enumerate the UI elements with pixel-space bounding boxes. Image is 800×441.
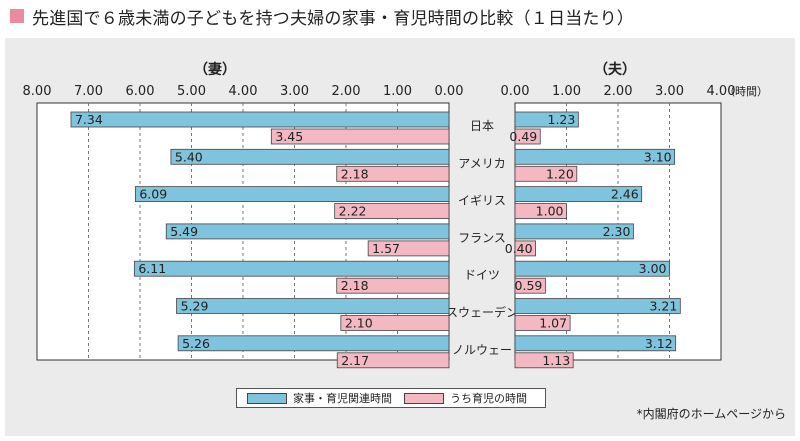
wife-tick-label: 6.00 [126, 84, 155, 99]
husband-value-label-childcare-cat5: 1.07 [539, 316, 567, 331]
wife-bar-childcare-cat3 [367, 240, 450, 257]
husband-bar-total-cat4 [514, 260, 670, 277]
husband-value-label-total-cat3: 2.30 [603, 224, 631, 239]
wife-value-label-total-cat2: 6.09 [139, 187, 167, 202]
husband-value-label-childcare-cat0: 0.49 [509, 129, 537, 144]
wife-tick-label: 7.00 [74, 84, 103, 99]
husband-bar-total-cat3 [514, 223, 634, 240]
husband-tick-label: 0.00 [501, 84, 530, 99]
wife-bar-total-cat2 [134, 186, 450, 203]
legend-item-childcare: うち育児の時間 [404, 390, 527, 406]
legend-swatch-total [247, 392, 287, 404]
husband-panel-label: （夫） [594, 61, 636, 78]
husband-value-label-total-cat6: 3.12 [645, 336, 673, 351]
wife-bar-childcare-cat5 [340, 315, 450, 331]
wife-bar-total-cat5 [176, 298, 450, 314]
wife-tick-label: 4.00 [229, 84, 258, 99]
title-square-marker [10, 9, 24, 23]
wife-value-label-childcare-cat4: 2.18 [341, 278, 369, 293]
wife-value-label-childcare-cat6: 2.17 [341, 353, 369, 368]
wife-value-label-childcare-cat1: 2.18 [341, 166, 369, 181]
wife-value-label-childcare-cat3: 1.57 [372, 241, 400, 256]
husband-value-label-total-cat5: 3.21 [649, 299, 677, 314]
husband-value-label-childcare-cat3: 0.40 [505, 241, 533, 256]
wife-tick-label: 0.00 [435, 84, 464, 99]
husband-value-label-total-cat2: 2.46 [611, 187, 639, 202]
husband-bar-childcare-cat5 [514, 315, 571, 331]
husband-value-label-total-cat0: 1.23 [548, 112, 576, 127]
husband-bar-total-cat2 [514, 186, 643, 203]
category-label-cat5: スウェーデン [446, 305, 518, 320]
wife-tick-label: 8.00 [23, 84, 52, 99]
wife-bar-total-cat0 [70, 111, 450, 128]
husband-bar-childcare-cat1 [514, 165, 578, 182]
husband-unit-label: （時間） [724, 85, 768, 98]
husband-bar-childcare-cat4 [514, 277, 546, 294]
wife-bar-total-cat6 [177, 335, 450, 352]
husband-value-label-childcare-cat4: 0.59 [515, 278, 543, 293]
chart-legend: 家事・育児関連時間 うち育児の時間 [236, 388, 546, 408]
husband-tick-label: 1.00 [552, 84, 581, 99]
wife-bar-childcare-cat4 [336, 277, 450, 294]
wife-bar-total-cat3 [165, 223, 450, 240]
husband-value-label-childcare-cat2: 1.00 [536, 204, 564, 219]
category-label-cat6: ノルウェー [452, 343, 512, 357]
chart-title: 先進国で６歳未満の子どもを持つ夫婦の家事・育児時間の比較（１日当たり） [10, 4, 634, 29]
wife-tick-label: 1.00 [383, 84, 412, 99]
category-label-cat0: 日本 [470, 119, 494, 133]
wife-bar-total-cat1 [170, 148, 450, 165]
husband-value-label-childcare-cat1: 1.20 [546, 166, 574, 181]
chart-title-text: 先進国で６歳未満の子どもを持つ夫婦の家事・育児時間の比較（１日当たり） [32, 8, 634, 29]
husband-value-label-childcare-cat6: 1.13 [542, 353, 570, 368]
wife-bar-childcare-cat0 [270, 128, 450, 145]
wife-value-label-total-cat0: 7.34 [75, 112, 103, 127]
category-label-cat3: フランス [458, 231, 506, 245]
wife-tick-label: 2.00 [332, 84, 361, 99]
husband-bar-childcare-cat2 [514, 203, 567, 220]
husband-bar-childcare-cat3 [514, 240, 537, 257]
wife-value-label-childcare-cat2: 2.22 [339, 204, 367, 219]
wife-value-label-total-cat5: 5.29 [181, 299, 209, 314]
wife-value-label-total-cat4: 6.11 [138, 261, 166, 276]
husband-tick-label: 4.00 [707, 84, 736, 99]
husband-tick-label: 2.00 [604, 84, 633, 99]
legend-label-childcare: うち育児の時間 [450, 392, 527, 405]
wife-value-label-childcare-cat0: 3.45 [275, 129, 303, 144]
wife-tick-label: 3.00 [280, 84, 309, 99]
category-label-cat1: アメリカ [458, 156, 505, 170]
husband-bar-total-cat0 [514, 111, 579, 128]
wife-bar-childcare-cat6 [336, 352, 450, 369]
wife-value-label-total-cat3: 5.49 [170, 224, 198, 239]
wife-bar-childcare-cat2 [334, 203, 450, 220]
husband-tick-label: 3.00 [655, 84, 684, 99]
wife-value-label-childcare-cat5: 2.10 [345, 316, 373, 331]
husband-value-label-total-cat1: 3.10 [644, 149, 672, 164]
legend-item-total: 家事・育児関連時間 [247, 390, 392, 406]
husband-bar-childcare-cat6 [514, 352, 574, 369]
wife-panel-label: （妻） [194, 61, 236, 78]
husband-bar-childcare-cat0 [514, 128, 541, 145]
wife-value-label-total-cat1: 5.40 [175, 149, 203, 164]
wife-bar-total-cat4 [133, 260, 450, 277]
wife-value-label-total-cat6: 5.26 [182, 336, 210, 351]
source-note: *内閣府のホームページから [636, 407, 786, 421]
category-label-cat4: ドイツ [464, 268, 500, 282]
husband-bar-total-cat1 [514, 148, 676, 165]
husband-value-label-total-cat4: 3.00 [639, 261, 667, 276]
husband-bar-total-cat5 [514, 298, 681, 314]
legend-label-total: 家事・育児関連時間 [293, 392, 392, 405]
wife-tick-label: 5.00 [177, 84, 206, 99]
legend-swatch-childcare [404, 392, 444, 404]
category-label-cat2: イギリス [458, 194, 506, 208]
wife-bar-childcare-cat1 [336, 165, 450, 182]
husband-bar-total-cat6 [514, 335, 677, 352]
